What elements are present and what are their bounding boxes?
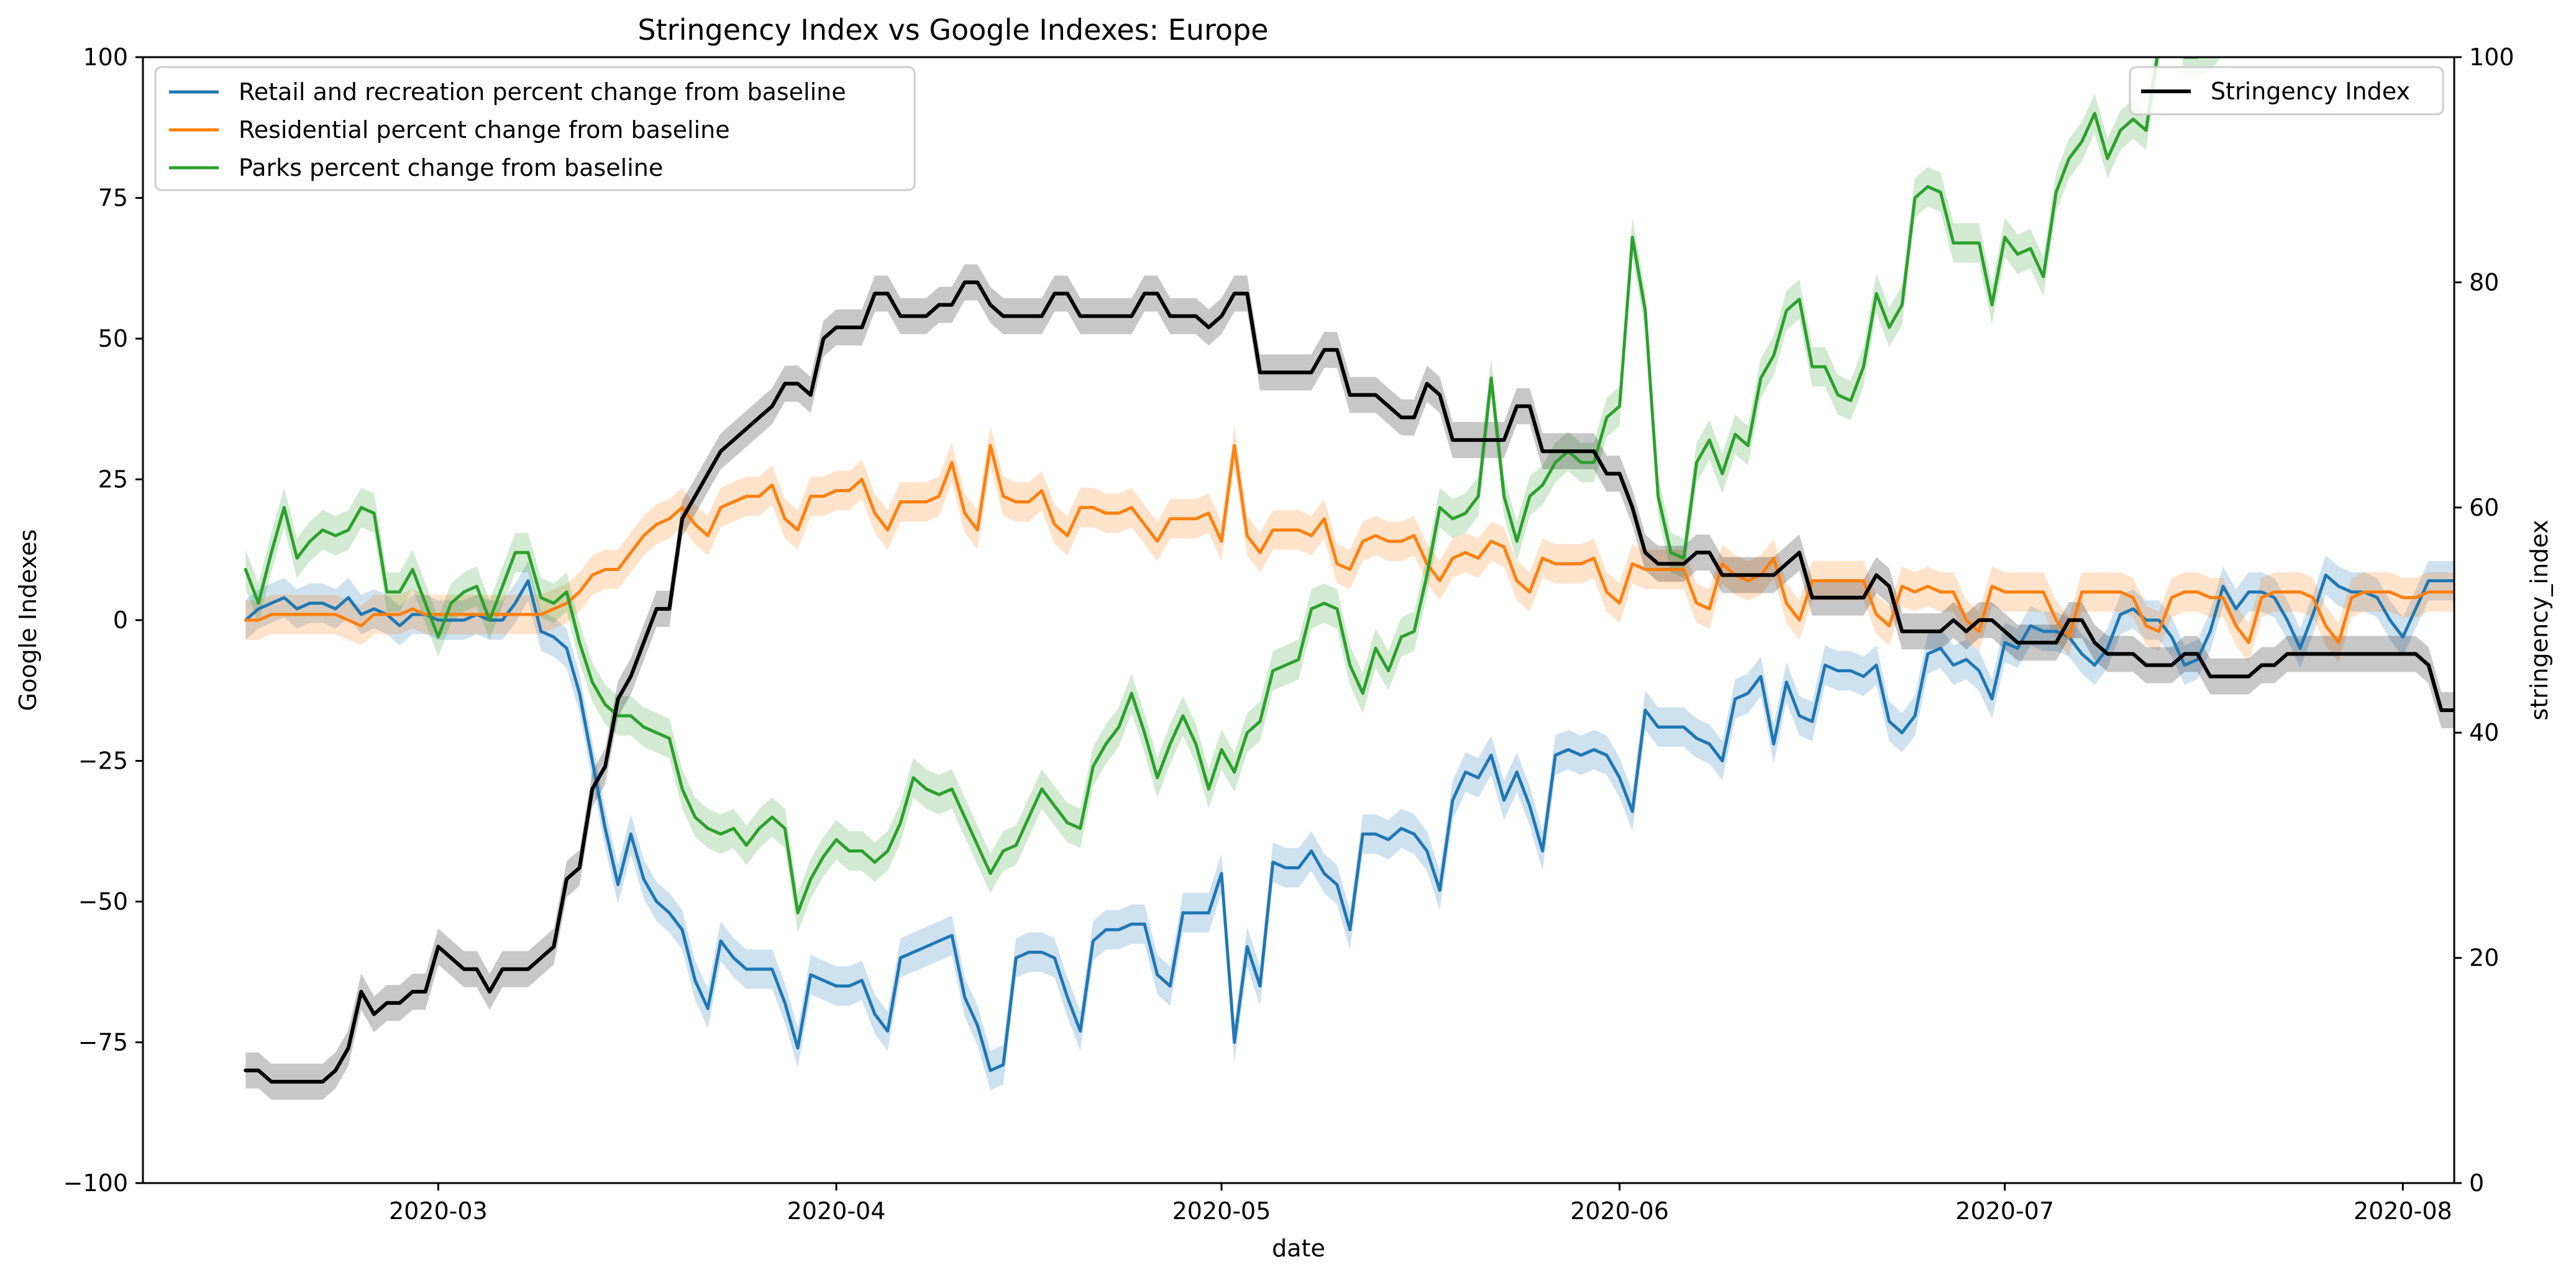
chart-title: Stringency Index vs Google Indexes: Euro… (637, 13, 1268, 47)
x-tick-label: 2020-03 (389, 1197, 488, 1225)
legend-right-box (2129, 66, 2444, 116)
legend-label: Residential percent change from baseline (239, 116, 730, 144)
legend-label: Retail and recreation percent change fro… (239, 78, 846, 106)
series-2-line (244, 57, 2201, 915)
left-y-tick-label: 50 (98, 325, 128, 352)
right-y-axis-title: stringency_index (2526, 520, 2553, 721)
left-y-tick-label: 100 (83, 43, 128, 71)
left-y-axis-ticks: −100 −75 −50 −25 0 25 50 75 100 (63, 43, 143, 1197)
x-tick-label: 2020-04 (787, 1197, 886, 1225)
series-3-line (244, 280, 2454, 1084)
x-axis-title: date (1272, 1235, 1325, 1262)
legend-left: Retail and recreation percent change fro… (154, 66, 916, 191)
right-y-axis-ticks: 0 20 40 60 80 100 (2454, 43, 2514, 1197)
x-tick-label: 2020-08 (2354, 1197, 2452, 1225)
confidence-bands (245, 57, 2454, 1100)
series-2-band (245, 57, 2221, 933)
right-y-tick-label: 80 (2469, 268, 2499, 296)
x-tick-label: 2020-07 (1955, 1197, 2054, 1225)
x-tick-label: 2020-06 (1570, 1197, 1669, 1225)
right-y-tick-label: 40 (2469, 719, 2499, 746)
series-0-line (244, 574, 2454, 1072)
right-y-tick-label: 60 (2469, 494, 2499, 521)
series-0-band (245, 555, 2454, 1090)
left-y-tick-label: −75 (78, 1029, 128, 1056)
series-1-band (245, 426, 2454, 662)
left-y-tick-label: −25 (78, 747, 128, 775)
x-axis-ticks: 2020-03 2020-04 2020-05 2020-06 2020-07 2020-… (389, 1183, 2452, 1225)
legend-label: Stringency Index (2211, 78, 2410, 105)
legend-right: Stringency Index (2129, 66, 2444, 116)
left-y-tick-label: 25 (98, 466, 128, 493)
left-y-tick-label: 75 (98, 185, 128, 212)
legend-label: Parks percent change from baseline (239, 154, 663, 181)
left-y-tick-label: −100 (63, 1169, 128, 1197)
series-lines (244, 57, 2454, 1084)
right-y-tick-label: 20 (2469, 944, 2499, 972)
legend-left-box (154, 66, 916, 191)
right-y-tick-label: 0 (2469, 1169, 2484, 1197)
series-1-line (244, 444, 2454, 644)
left-y-tick-label: −50 (78, 888, 128, 915)
left-y-tick-label: 0 (113, 606, 128, 634)
left-y-axis-title: Google Indexes (14, 529, 42, 711)
right-y-tick-label: 100 (2469, 43, 2514, 71)
x-tick-label: 2020-05 (1172, 1197, 1271, 1225)
